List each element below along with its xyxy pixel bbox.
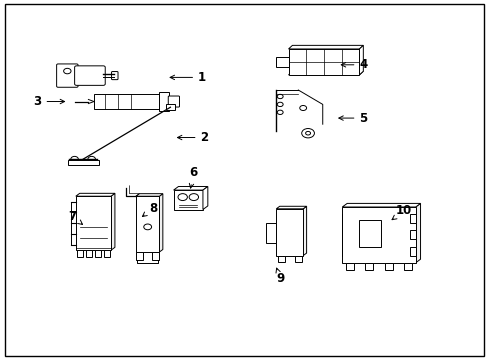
Bar bbox=[277, 256, 284, 262]
Bar bbox=[77, 250, 82, 257]
Bar bbox=[94, 94, 159, 109]
Text: 2: 2 bbox=[177, 131, 208, 144]
Bar bbox=[276, 57, 288, 67]
Bar bbox=[409, 230, 415, 239]
Text: 3: 3 bbox=[33, 95, 64, 108]
Polygon shape bbox=[342, 203, 420, 207]
FancyBboxPatch shape bbox=[57, 64, 78, 87]
Bar bbox=[67, 161, 99, 166]
Polygon shape bbox=[303, 206, 306, 256]
FancyBboxPatch shape bbox=[75, 66, 105, 85]
Polygon shape bbox=[159, 194, 163, 252]
Bar bbox=[86, 250, 92, 257]
Bar bbox=[409, 214, 415, 223]
Polygon shape bbox=[173, 186, 207, 190]
Polygon shape bbox=[288, 45, 363, 49]
Text: 10: 10 bbox=[391, 204, 411, 220]
Bar bbox=[359, 220, 381, 247]
Text: 6: 6 bbox=[189, 166, 198, 188]
Bar bbox=[95, 250, 101, 257]
FancyBboxPatch shape bbox=[168, 96, 179, 107]
Text: 7: 7 bbox=[68, 210, 82, 224]
Bar bbox=[152, 252, 159, 260]
Polygon shape bbox=[276, 206, 306, 209]
Polygon shape bbox=[76, 193, 115, 196]
Bar bbox=[345, 263, 353, 270]
Bar bbox=[166, 104, 174, 111]
Polygon shape bbox=[136, 194, 163, 196]
Polygon shape bbox=[415, 203, 420, 263]
Bar bbox=[136, 252, 143, 260]
Polygon shape bbox=[203, 186, 207, 210]
Bar bbox=[365, 263, 372, 270]
Polygon shape bbox=[288, 71, 363, 75]
Text: 1: 1 bbox=[170, 71, 206, 84]
Bar bbox=[104, 250, 110, 257]
Bar bbox=[409, 247, 415, 256]
Text: 4: 4 bbox=[341, 58, 367, 71]
Text: 8: 8 bbox=[142, 202, 157, 216]
Bar bbox=[294, 256, 301, 262]
FancyBboxPatch shape bbox=[111, 72, 118, 80]
Bar bbox=[173, 190, 203, 210]
Bar bbox=[276, 209, 303, 256]
Bar bbox=[342, 207, 415, 263]
Polygon shape bbox=[359, 45, 363, 75]
Bar bbox=[159, 92, 169, 111]
Bar bbox=[136, 196, 159, 252]
Bar bbox=[384, 263, 392, 270]
Bar bbox=[288, 49, 359, 75]
Text: 5: 5 bbox=[338, 112, 367, 125]
Text: 9: 9 bbox=[275, 268, 284, 285]
Bar bbox=[265, 223, 276, 243]
Polygon shape bbox=[111, 193, 115, 250]
Bar bbox=[76, 196, 111, 250]
Bar bbox=[404, 263, 411, 270]
